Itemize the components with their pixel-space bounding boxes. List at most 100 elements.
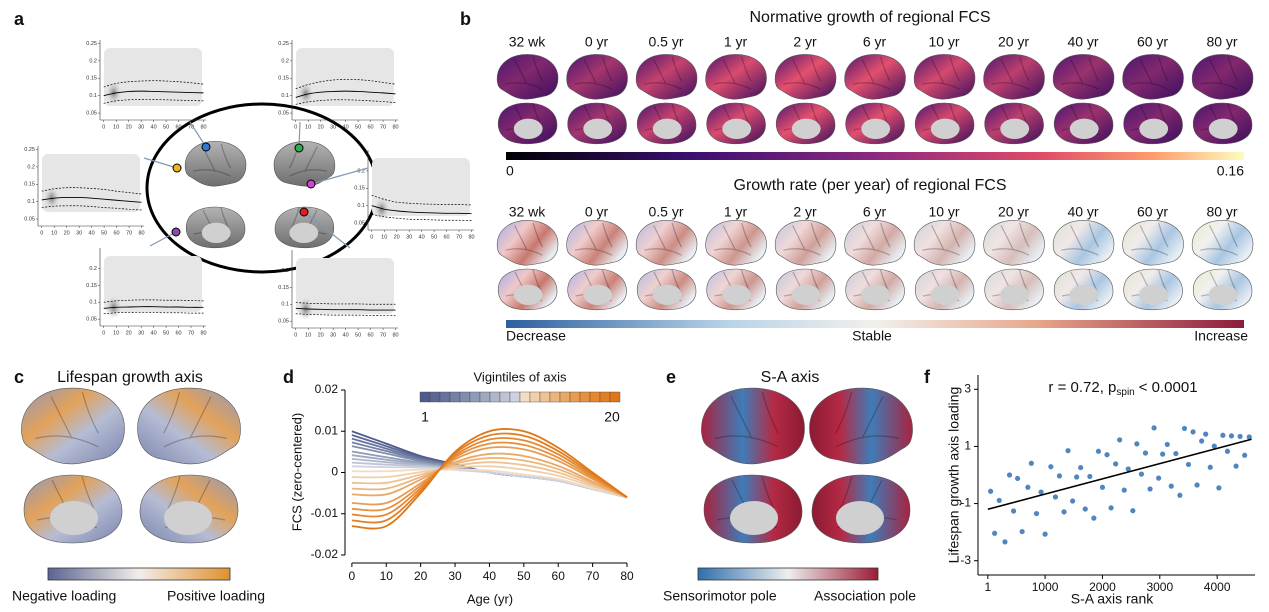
point: [1224, 448, 1231, 454]
point: [1160, 451, 1166, 457]
x-tick-label: 20: [64, 230, 70, 236]
brain-surface: [774, 220, 837, 266]
medial-wall: [201, 222, 231, 243]
brain-surface: [913, 220, 976, 266]
x-tick-label: 60: [368, 332, 374, 338]
point: [1056, 473, 1063, 479]
curve-upper: [295, 302, 396, 305]
sulcus: [1130, 56, 1169, 90]
age-label: 20 yr: [998, 34, 1029, 50]
y-tick-label: 0.15: [86, 76, 97, 82]
x-tick-label: 1: [984, 580, 991, 594]
brain-surface: [1052, 54, 1115, 100]
sulcus: [644, 56, 683, 90]
x-tick-label: 80: [200, 124, 206, 130]
brain: [1122, 54, 1184, 100]
point: [1211, 443, 1217, 449]
brain: [984, 102, 1044, 145]
point: [1052, 494, 1059, 500]
brain: [567, 102, 627, 145]
sulcus: [644, 222, 683, 256]
legend-swatch: [599, 391, 611, 403]
legend-label: 20: [604, 409, 620, 425]
point: [1181, 425, 1188, 432]
point: [1151, 425, 1157, 431]
x-tick-label: 20: [318, 332, 324, 338]
point: [1237, 433, 1243, 440]
connector: [189, 121, 207, 148]
brain-surface: [1052, 220, 1115, 266]
y-tick-label: -1: [960, 496, 971, 510]
x-tick-label: 40: [151, 330, 157, 336]
x-tick-label: 0: [370, 234, 373, 240]
colorbar-label: 0.16: [1217, 163, 1244, 179]
brain-surface: [136, 387, 242, 465]
point: [1006, 472, 1013, 478]
curve-lower: [103, 312, 204, 315]
brain-surface: [913, 54, 976, 100]
x-tick-label: 20: [414, 569, 428, 583]
medial-wall: [513, 284, 543, 305]
x-tick-label: 30: [138, 124, 144, 130]
medial-wall: [1069, 118, 1099, 139]
colorbar-label: Negative loading: [12, 588, 116, 604]
x-tick-label: 70: [586, 569, 600, 583]
x-tick-label: 60: [114, 230, 120, 236]
brain: [1191, 54, 1254, 100]
brain-surface: [808, 387, 914, 465]
y-tick-label: 0.1: [281, 302, 289, 308]
colorbar-label: Stable: [852, 328, 892, 344]
brain-surface: [983, 220, 1045, 266]
point: [1168, 483, 1174, 489]
connector: [310, 167, 369, 185]
brain: [1123, 268, 1183, 311]
age-label: 40 yr: [1067, 204, 1098, 220]
brain-surface: [635, 54, 698, 100]
y-tick-label: 0.2: [281, 58, 289, 64]
point: [1061, 509, 1067, 515]
y-tick-label: 0.15: [278, 76, 289, 82]
point: [1203, 431, 1209, 437]
y-tick-label: 0.1: [281, 93, 289, 99]
series-line: [351, 461, 628, 499]
brain-surface: [1122, 54, 1184, 100]
sulcus: [852, 222, 891, 256]
x-tick-label: 60: [368, 124, 374, 130]
brain: [1123, 102, 1183, 145]
point: [1228, 433, 1235, 439]
x-tick-label: 70: [126, 230, 132, 236]
region-dot: [171, 227, 181, 237]
brain-surface: [566, 54, 628, 100]
brain: [844, 54, 906, 100]
y-tick-label: -0.02: [311, 547, 339, 561]
series-line: [351, 437, 628, 518]
age-label: 2 yr: [793, 34, 817, 50]
brain: [635, 54, 698, 100]
point: [1065, 448, 1071, 454]
y-tick-label: 0.05: [354, 220, 365, 226]
medial-wall: [164, 501, 212, 535]
y-tick-label: 0: [331, 465, 338, 479]
brain: [497, 268, 558, 311]
brain-surface: [1191, 54, 1254, 100]
x-tick-label: 30: [138, 330, 144, 336]
brain-surface: [20, 387, 126, 465]
y-axis-label: FCS (zero-centered): [289, 413, 304, 531]
age-label: 60 yr: [1137, 34, 1168, 50]
x-tick-label: 60: [176, 330, 182, 336]
curve-median: [103, 306, 204, 309]
point: [1042, 531, 1048, 537]
legend-swatch: [429, 391, 441, 403]
region-dot: [294, 143, 304, 153]
y-tick-label: 0.15: [354, 186, 365, 192]
legend-swatch: [519, 391, 531, 403]
x-tick-label: 3000: [1146, 580, 1173, 594]
brain: [983, 54, 1045, 100]
curve-lower: [103, 99, 204, 104]
region-dot: [299, 207, 309, 217]
age-label: 6 yr: [863, 204, 887, 220]
x-tick-label: 2000: [1089, 580, 1116, 594]
region-dot: [172, 163, 182, 173]
point: [1048, 464, 1054, 470]
